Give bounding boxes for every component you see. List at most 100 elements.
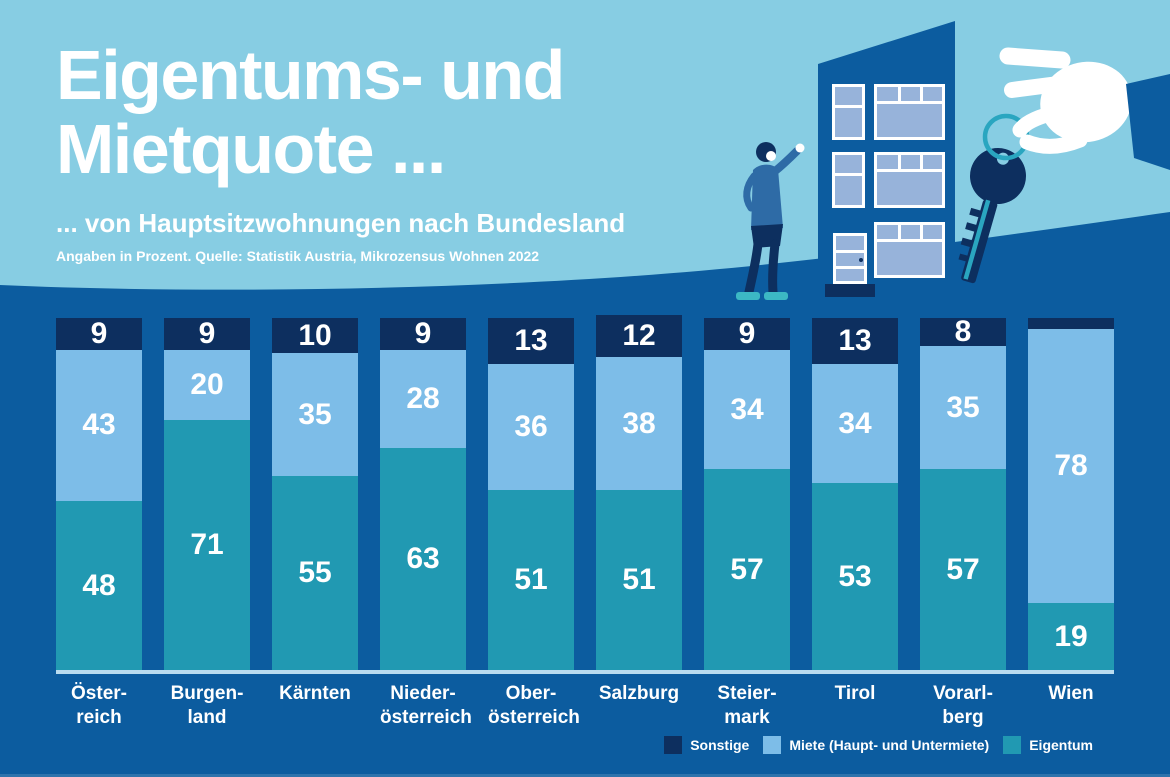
bar-value-label: 13 bbox=[838, 323, 872, 357]
bar-wien: 78 19 bbox=[1028, 318, 1114, 670]
bar-segment-sonstige bbox=[1028, 318, 1114, 329]
bar-segment-eigentum: 53 bbox=[812, 483, 898, 670]
title-line-1: Eigentums- und bbox=[56, 36, 565, 114]
header-illustration bbox=[0, 0, 1170, 300]
bar-value-label: 9 bbox=[414, 316, 432, 350]
bar-steiermark: 9 34 57 bbox=[704, 316, 790, 670]
bar-segment-sonstige: 10 bbox=[272, 318, 358, 354]
building-door-icon bbox=[825, 233, 875, 297]
bar-value-label: 34 bbox=[730, 392, 764, 426]
building-window bbox=[874, 152, 945, 208]
bar-segment-eigentum: 57 bbox=[704, 469, 790, 670]
bar-oberösterreich: 13 36 51 bbox=[488, 318, 574, 670]
bottom-edge-strip bbox=[0, 774, 1170, 777]
bar-value-label: 9 bbox=[90, 316, 108, 350]
legend-swatch-miete bbox=[763, 736, 782, 754]
bar-value-label: 53 bbox=[838, 559, 872, 593]
bar-segment-eigentum: 55 bbox=[272, 476, 358, 670]
axis-label-tirol: Tirol bbox=[834, 683, 876, 704]
bar-segment-sonstige: 9 bbox=[704, 316, 790, 350]
bar-burgenland: 9 20 71 bbox=[164, 316, 250, 670]
legend-swatch-eigentum bbox=[1003, 736, 1022, 754]
axis-label-oberösterreich: Ober-österreich bbox=[488, 683, 580, 728]
bar-segment-miete: 34 bbox=[704, 349, 790, 470]
legend-swatch-sonstige bbox=[664, 736, 683, 754]
apartment-building-icon bbox=[818, 21, 955, 297]
bar-segment-miete: 35 bbox=[272, 353, 358, 477]
legend-label-eigentum: Eigentum bbox=[1029, 737, 1093, 753]
bar-niederösterreich: 9 28 63 bbox=[380, 316, 466, 670]
bar-value-label: 35 bbox=[298, 397, 332, 431]
legend-item-eigentum: Eigentum bbox=[1003, 736, 1093, 754]
bars: 9 43 48 9 20 71 10 35 55 9 28 63 13 36 51 12 38 51 9 34 57 13… bbox=[56, 314, 1114, 670]
bar-value-label: 43 bbox=[82, 408, 116, 442]
axis-label-steiermark: Steier-mark bbox=[717, 683, 777, 728]
building-window bbox=[874, 222, 945, 278]
bar-segment-miete: 28 bbox=[380, 349, 466, 449]
legend: Sonstige Miete (Haupt- und Untermiete) Eig… bbox=[664, 736, 1093, 754]
bar-vorarlberg: 8 35 57 bbox=[920, 315, 1006, 670]
building-window bbox=[874, 84, 945, 140]
bar-value-label: 51 bbox=[622, 563, 656, 597]
axis-label-salzburg: Salzburg bbox=[598, 683, 680, 704]
bar-segment-eigentum: 19 bbox=[1028, 603, 1114, 670]
bar-segment-miete: 78 bbox=[1028, 328, 1114, 604]
page-title: Eigentums- und Mietquote ... bbox=[56, 38, 625, 186]
axis-label-niederösterreich: Nieder-österreich bbox=[380, 683, 472, 728]
axis-label-vorarlberg: Vorarl-berg bbox=[933, 683, 993, 728]
axis-label-burgenland: Burgen-land bbox=[170, 683, 244, 728]
bar-segment-eigentum: 48 bbox=[56, 501, 142, 670]
legend-label-miete: Miete (Haupt- und Untermiete) bbox=[789, 737, 990, 753]
header: Eigentums- und Mietquote ... ... von Hau… bbox=[56, 38, 625, 264]
legend-label-sonstige: Sonstige bbox=[690, 737, 750, 753]
sleeve-shape bbox=[1126, 74, 1170, 170]
bar-segment-eigentum: 51 bbox=[596, 490, 682, 670]
axis-label-kärnten: Kärnten bbox=[279, 683, 351, 704]
bar-value-label: 51 bbox=[514, 563, 548, 597]
bar-segment-eigentum: 57 bbox=[920, 469, 1006, 670]
bar-value-label: 78 bbox=[1054, 448, 1088, 482]
axis-label-wien: Wien bbox=[1048, 683, 1094, 704]
bar-segment-sonstige: 8 bbox=[920, 315, 1006, 348]
bar-value-label: 34 bbox=[838, 406, 872, 440]
bar-value-label: 55 bbox=[298, 556, 332, 590]
bar-value-label: 10 bbox=[298, 318, 332, 352]
bar-segment-miete: 20 bbox=[164, 349, 250, 421]
bar-value-label: 12 bbox=[622, 318, 656, 352]
bar-value-label: 38 bbox=[622, 406, 656, 440]
bar-value-label: 28 bbox=[406, 381, 440, 415]
person-icon bbox=[736, 142, 805, 300]
source-note: Angaben in Prozent. Quelle: Statistik Au… bbox=[56, 248, 540, 264]
chart-baseline bbox=[56, 670, 1114, 674]
bar-value-label: 19 bbox=[1054, 619, 1088, 653]
bar-kärnten: 10 35 55 bbox=[272, 318, 358, 670]
bar-value-label: 57 bbox=[730, 552, 764, 586]
bar-segment-sonstige: 12 bbox=[596, 314, 682, 357]
bar-segment-miete: 38 bbox=[596, 356, 682, 491]
bar-value-label: 20 bbox=[190, 367, 224, 401]
building-window bbox=[832, 152, 865, 208]
bar-value-label: 9 bbox=[198, 316, 216, 350]
bar-segment-eigentum: 71 bbox=[164, 420, 250, 670]
title-line-2: Mietquote ... bbox=[56, 110, 446, 188]
bar-segment-miete: 34 bbox=[812, 363, 898, 484]
bar-tirol: 13 34 53 bbox=[812, 318, 898, 670]
hand-holding-key-icon bbox=[958, 47, 1170, 284]
bar-value-label: 36 bbox=[514, 410, 548, 444]
bar-value-label: 35 bbox=[946, 390, 980, 424]
bar-österreich: 9 43 48 bbox=[56, 316, 142, 670]
bar-segment-miete: 35 bbox=[920, 346, 1006, 470]
bar-segment-sonstige: 9 bbox=[164, 316, 250, 350]
bar-segment-sonstige: 9 bbox=[56, 316, 142, 350]
bar-segment-sonstige: 9 bbox=[380, 316, 466, 350]
bar-value-label: 57 bbox=[946, 552, 980, 586]
bar-segment-eigentum: 63 bbox=[380, 448, 466, 670]
bar-value-label: 48 bbox=[82, 568, 116, 602]
bar-value-label: 13 bbox=[514, 323, 548, 357]
axis-label-österreich: Öster-reich bbox=[71, 683, 127, 728]
bar-value-label: 9 bbox=[738, 316, 756, 350]
bar-value-label: 71 bbox=[190, 528, 224, 562]
legend-item-miete: Miete (Haupt- und Untermiete) bbox=[763, 736, 989, 754]
building-window bbox=[832, 84, 865, 140]
